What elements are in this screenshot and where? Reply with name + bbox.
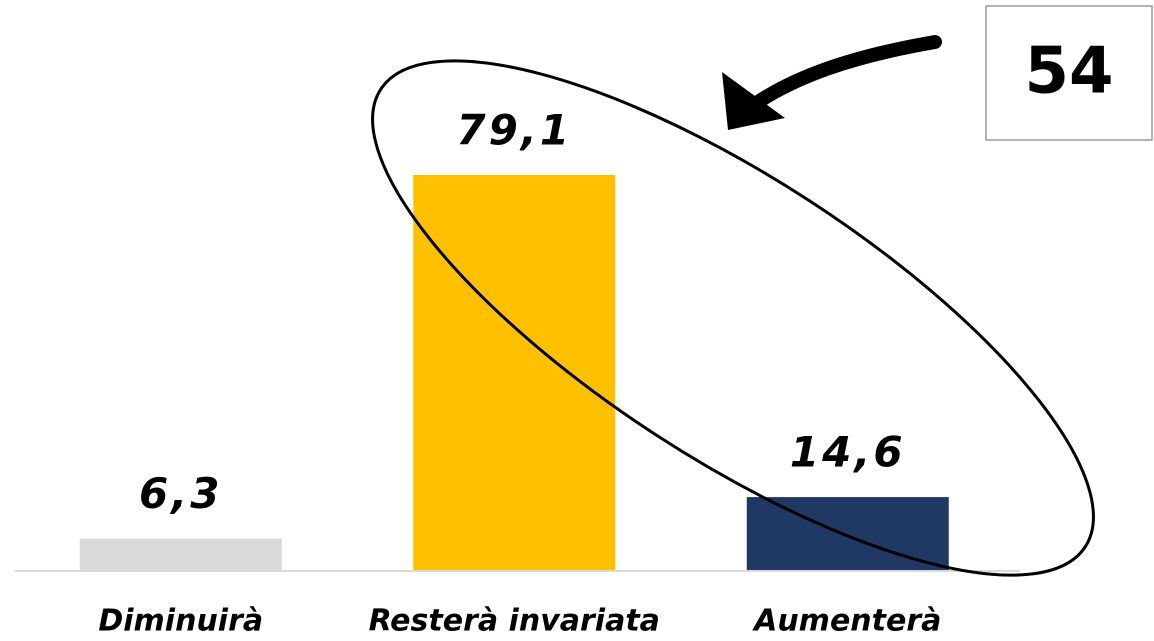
value-label: 6,3	[139, 469, 222, 518]
annotation: 54	[1024, 35, 1113, 109]
annotation-box	[985, 5, 1153, 141]
arrow	[733, 35, 942, 122]
x-tick-label: Aumenterà	[752, 604, 941, 639]
bar	[79, 538, 282, 570]
highlight-ellipse	[371, 59, 1095, 577]
bar	[413, 175, 616, 570]
value-label: 79,1	[456, 106, 572, 155]
arrow-head	[722, 72, 785, 130]
x-tick-label: Resterà invariata	[369, 604, 660, 639]
x-tick-label: Diminuirà	[98, 604, 263, 639]
value-label: 14,6	[790, 428, 906, 477]
